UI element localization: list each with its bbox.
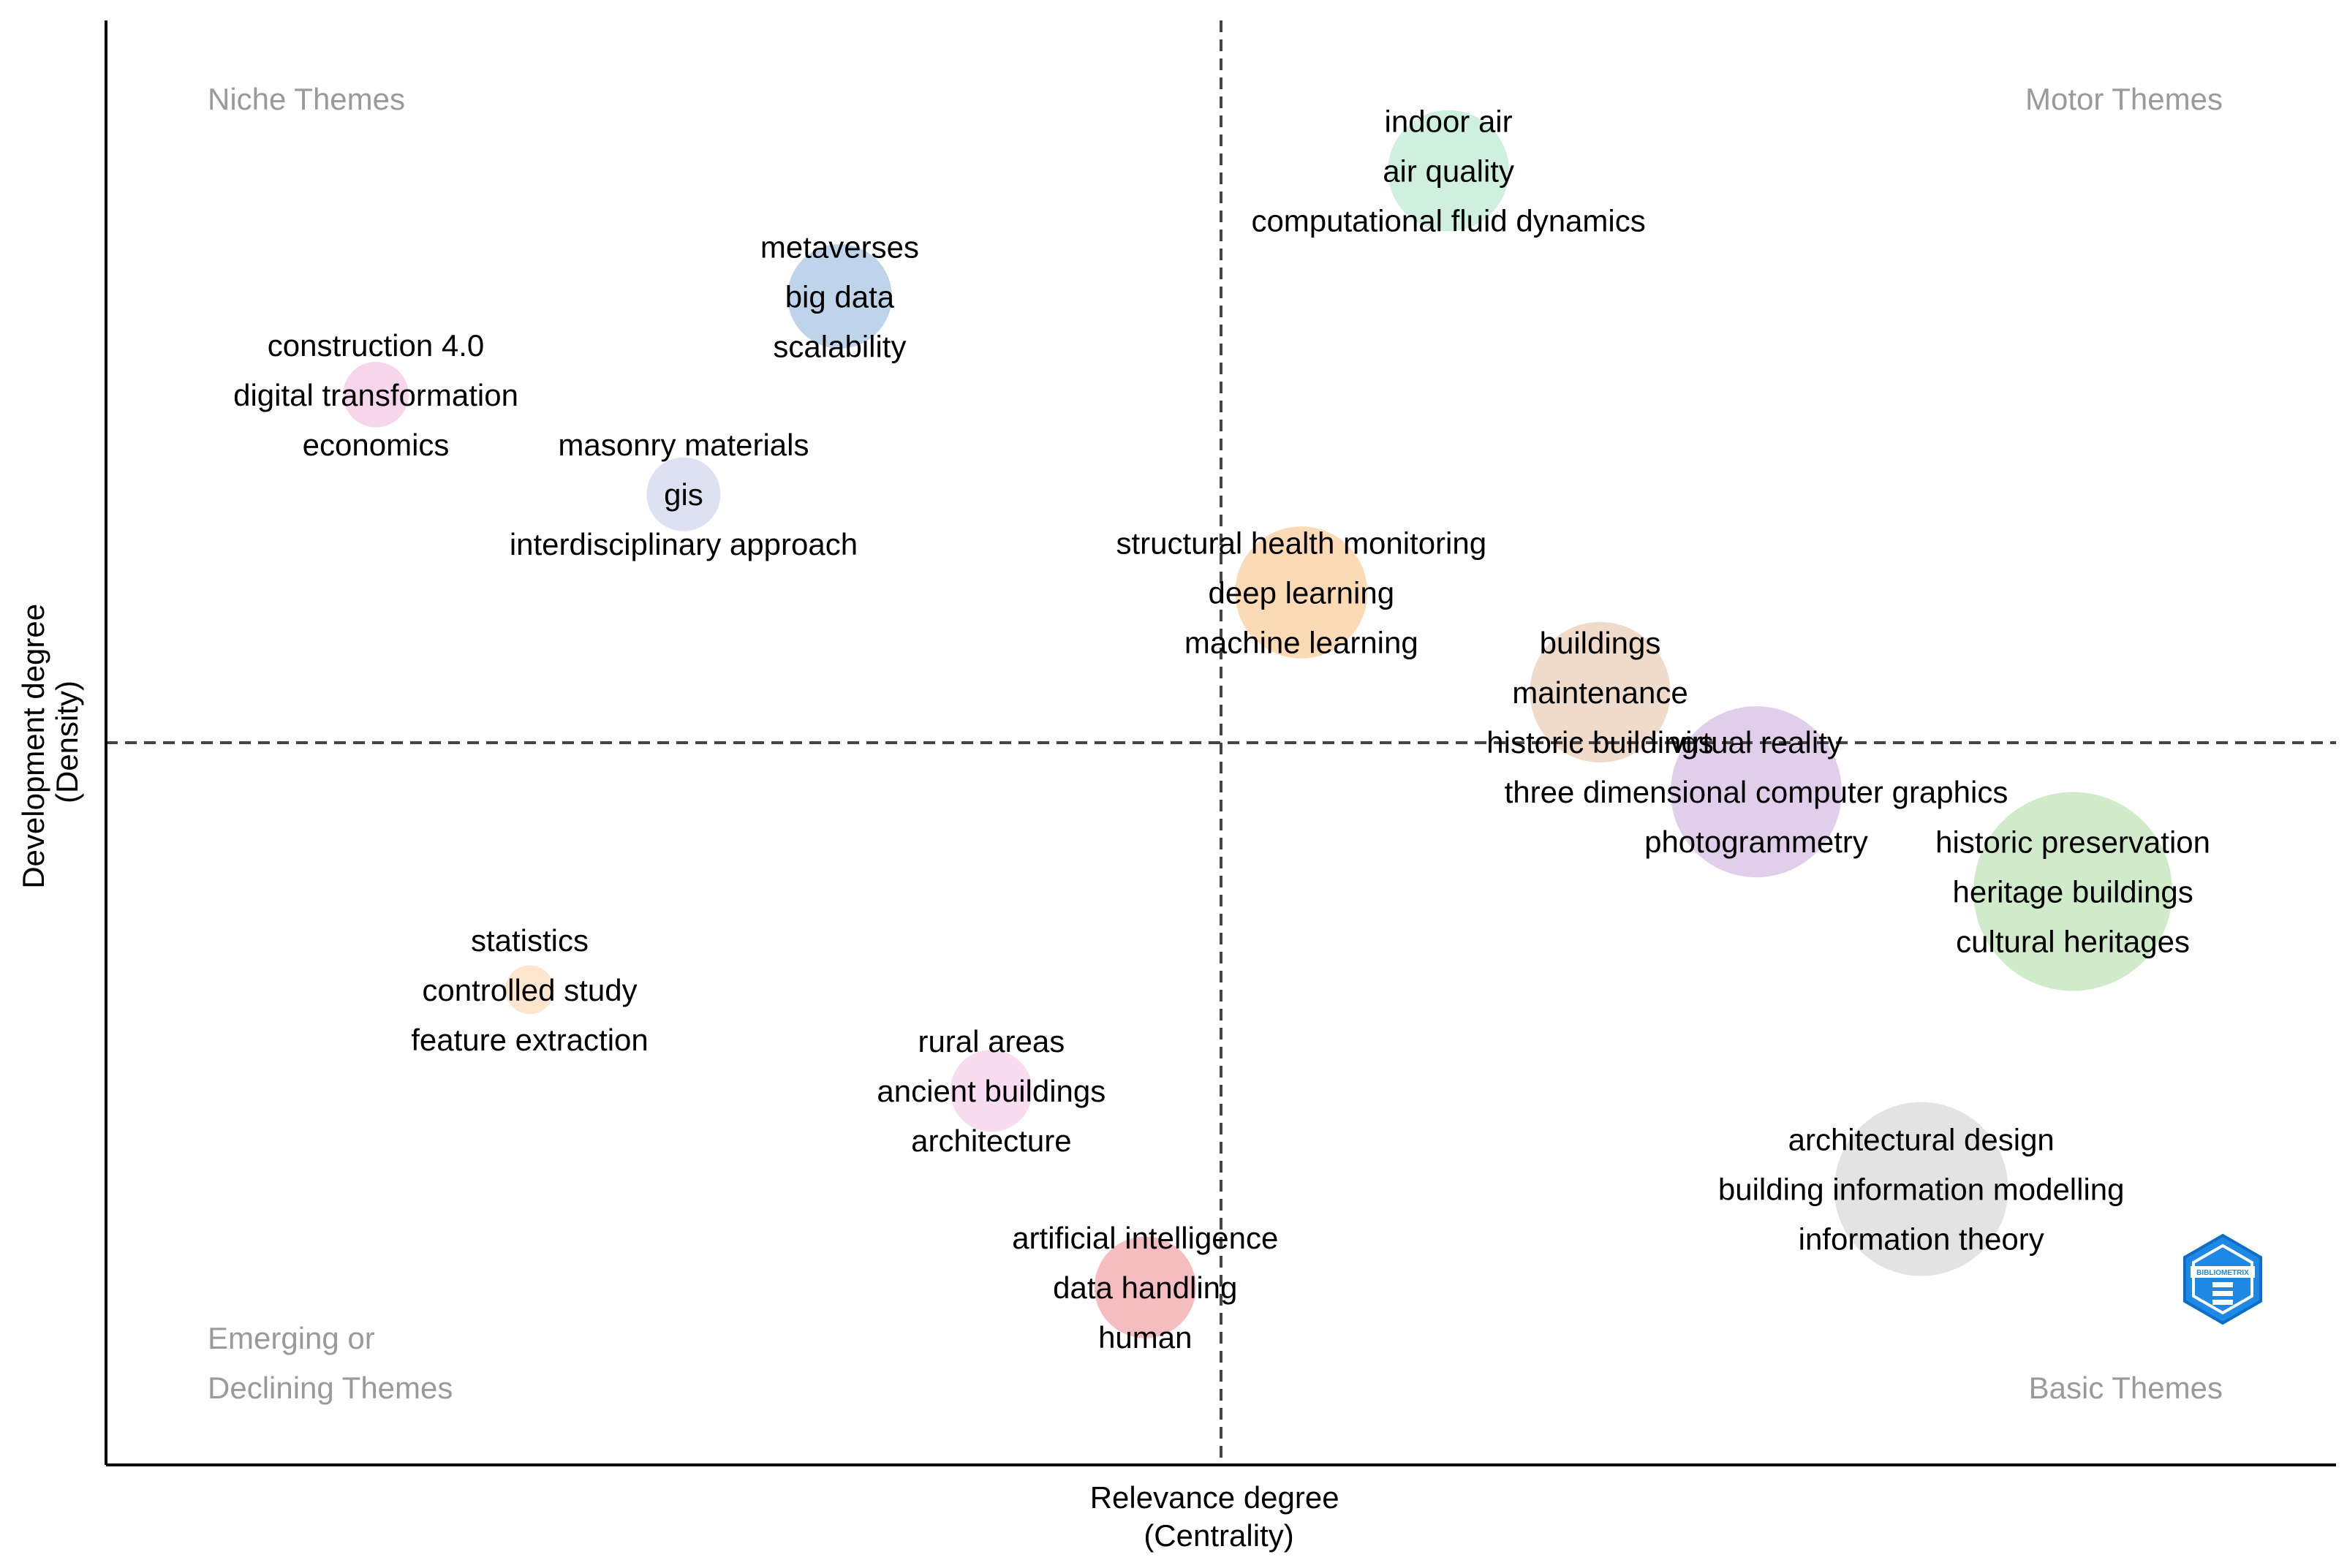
cluster-5-term-3: machine learning xyxy=(1184,625,1418,659)
cluster-12-term-1: artificial intelligence xyxy=(1012,1221,1278,1255)
cluster-1-term-1: indoor air xyxy=(1385,105,1513,139)
cluster-11-term-3: information theory xyxy=(1799,1222,2044,1257)
cluster-12-term-3: human xyxy=(1098,1320,1192,1355)
quadrant-labels: Niche Themes Motor Themes Emerging or Decli… xyxy=(208,82,2223,1405)
logo-banner xyxy=(2191,1266,2255,1278)
cluster-7-term-3: photogrammetry xyxy=(1644,825,1868,859)
quadrant-label-motor: Motor Themes xyxy=(2025,82,2223,116)
bibliometrix-logo: BIBLIOMETRIX xyxy=(2183,1233,2262,1325)
logo-bar-1 xyxy=(2212,1282,2233,1287)
cluster-10-term-1: rural areas xyxy=(918,1024,1065,1058)
cluster-bubble-10 xyxy=(950,1050,1033,1132)
cluster-12-term-2: data handling xyxy=(1053,1270,1237,1305)
cluster-bubble-1 xyxy=(1388,110,1509,232)
logo-bar-2 xyxy=(2212,1291,2233,1296)
bubble-layer xyxy=(343,110,2173,1338)
cluster-3-term-2: digital transformation xyxy=(233,378,518,412)
cluster-bubble-12 xyxy=(1094,1236,1196,1338)
cluster-11-term-2: building information modelling xyxy=(1718,1173,2125,1207)
cluster-1-term-2: air quality xyxy=(1383,154,1514,189)
cluster-4-term-3: interdisciplinary approach xyxy=(510,527,858,561)
x-axis-title-line-1: Relevance degree xyxy=(1090,1480,1339,1515)
cluster-9-term-3: feature extraction xyxy=(411,1023,649,1057)
cluster-8-term-3: cultural heritages xyxy=(1956,925,2190,959)
cluster-bubble-7 xyxy=(1671,706,1842,878)
logo-inner-hexagon xyxy=(2192,1243,2253,1315)
logo-text: BIBLIOMETRIX xyxy=(2196,1269,2249,1277)
cluster-bubble-4 xyxy=(646,457,721,531)
cluster-bubble-2 xyxy=(787,244,892,349)
cluster-2-term-1: metaverses xyxy=(760,230,919,264)
x-axis-title: Relevance degree (Centrality) xyxy=(1090,1480,1348,1553)
cluster-6-term-3: historic buildings xyxy=(1486,725,1714,760)
cluster-7-term-1: virtual reality xyxy=(1670,725,1843,760)
cluster-3-term-1: construction 4.0 xyxy=(268,328,485,363)
quadrant-label-emerging-line-2: Declining Themes xyxy=(208,1371,453,1405)
cluster-7-term-2: three dimensional computer graphics xyxy=(1505,775,2008,809)
cluster-5-term-2: deep learning xyxy=(1209,575,1395,610)
cluster-bubble-5 xyxy=(1235,526,1368,659)
cluster-9-term-1: statistics xyxy=(471,923,589,958)
cluster-4-term-2: gis xyxy=(664,477,703,512)
cluster-8-term-2: heritage buildings xyxy=(1952,875,2193,909)
logo-bar-3 xyxy=(2212,1300,2233,1305)
cluster-bubble-3 xyxy=(343,361,409,428)
x-axis-title-line-2: (Centrality) xyxy=(1144,1518,1293,1553)
cluster-8-term-1: historic preservation xyxy=(1935,825,2210,860)
cluster-5-term-1: structural health monitoring xyxy=(1116,526,1487,560)
cluster-2-term-3: scalability xyxy=(773,329,906,363)
cluster-1-term-3: computational fluid dynamics xyxy=(1251,204,1645,238)
quadrant-label-emerging-line-1: Emerging or xyxy=(208,1321,375,1355)
y-axis-title-line-1: Development degree xyxy=(16,604,50,889)
term-labels: indoor air air quality computational fluid… xyxy=(233,105,2210,1355)
cluster-10-term-2: ancient buildings xyxy=(877,1074,1106,1108)
quadrant-label-niche: Niche Themes xyxy=(208,82,405,116)
cluster-10-term-3: architecture xyxy=(911,1124,1071,1158)
cluster-6-term-2: maintenance xyxy=(1512,675,1688,710)
y-axis-title-line-2: (Density) xyxy=(50,681,84,803)
y-axis-title: Development degree (Density) xyxy=(16,595,84,889)
cluster-2-term-2: big data xyxy=(785,279,895,314)
cluster-6-term-1: buildings xyxy=(1540,626,1661,660)
quadrant-label-basic: Basic Themes xyxy=(2029,1371,2223,1405)
cluster-3-term-3: economics xyxy=(303,428,450,462)
cluster-bubble-11 xyxy=(1834,1102,2008,1276)
cluster-9-term-2: controlled study xyxy=(422,973,637,1007)
cluster-bubble-8 xyxy=(1973,792,2173,991)
cluster-bubble-9 xyxy=(505,965,554,1015)
cluster-11-term-1: architectural design xyxy=(1788,1123,2055,1157)
cluster-4-term-1: masonry materials xyxy=(558,428,809,462)
cluster-bubble-6 xyxy=(1530,621,1671,762)
